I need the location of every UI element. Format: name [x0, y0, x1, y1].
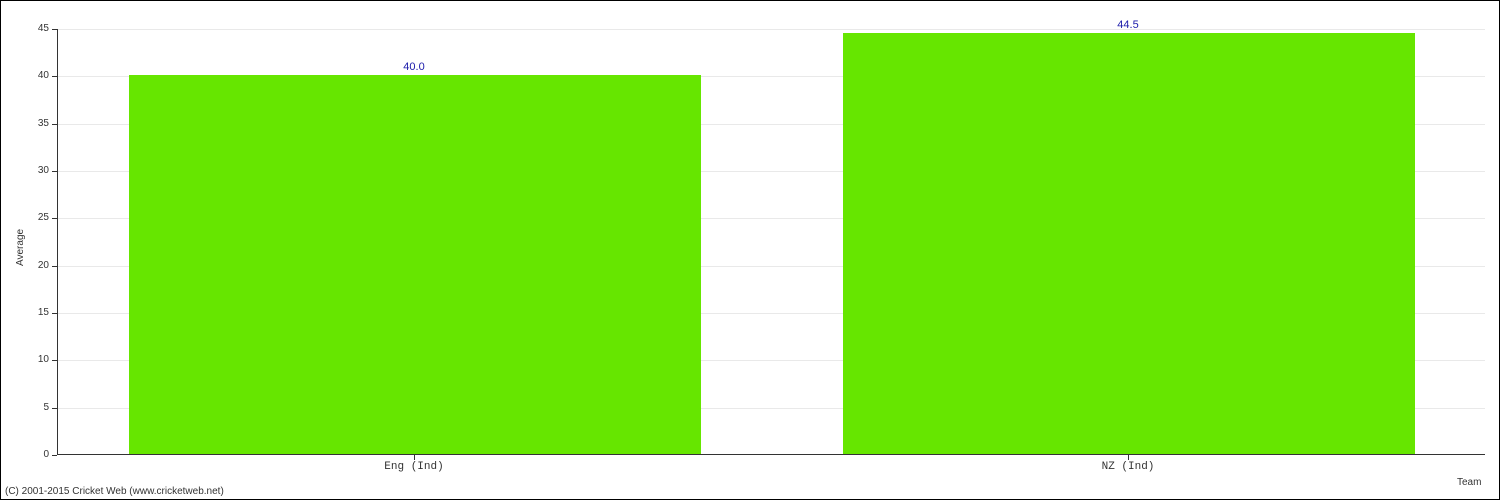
- x-tick-label: NZ (Ind): [1102, 461, 1155, 473]
- y-tick-label: 10: [19, 354, 49, 365]
- y-tick-label: 40: [19, 70, 49, 81]
- x-axis-label: Team: [1457, 477, 1481, 488]
- y-tick: [52, 313, 57, 314]
- bar-value-label: 40.0: [403, 61, 424, 73]
- y-tick-label: 5: [19, 402, 49, 413]
- y-tick: [52, 218, 57, 219]
- y-tick-label: 30: [19, 165, 49, 176]
- y-tick-label: 25: [19, 212, 49, 223]
- y-tick-label: 35: [19, 118, 49, 129]
- y-tick: [52, 360, 57, 361]
- chart-frame: Average Team (C) 2001-2015 Cricket Web (…: [0, 0, 1500, 500]
- x-tick-label: Eng (Ind): [384, 461, 443, 473]
- y-tick-label: 45: [19, 23, 49, 34]
- y-tick: [52, 76, 57, 77]
- y-tick: [52, 455, 57, 456]
- bar: [129, 75, 700, 454]
- y-tick-label: 15: [19, 307, 49, 318]
- x-tick: [414, 455, 415, 460]
- y-tick-label: 20: [19, 260, 49, 271]
- y-tick: [52, 408, 57, 409]
- gridline: [58, 29, 1485, 30]
- plot-area: [57, 29, 1485, 455]
- y-tick-label: 0: [19, 449, 49, 460]
- bar-value-label: 44.5: [1117, 19, 1138, 31]
- y-tick: [52, 266, 57, 267]
- y-tick: [52, 29, 57, 30]
- copyright-text: (C) 2001-2015 Cricket Web (www.cricketwe…: [5, 486, 224, 497]
- bar: [843, 33, 1414, 454]
- x-tick: [1128, 455, 1129, 460]
- y-tick: [52, 124, 57, 125]
- y-tick: [52, 171, 57, 172]
